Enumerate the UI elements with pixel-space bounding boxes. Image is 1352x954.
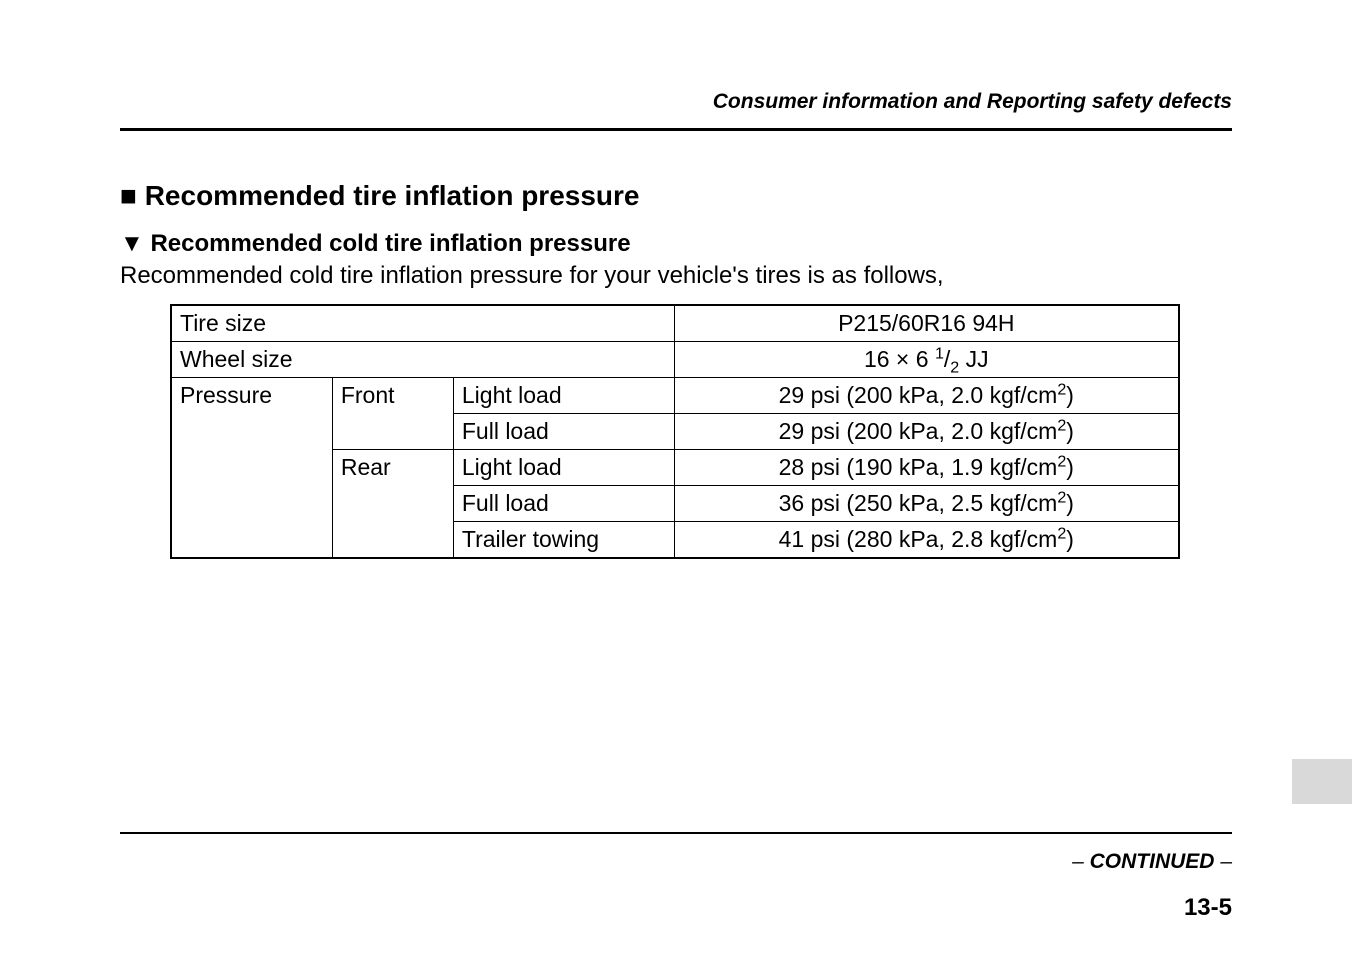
cell-front-full-value: 29 psi (200 kPa, 2.0 kgf/cm2)	[674, 414, 1179, 450]
running-header: Consumer information and Reporting safet…	[713, 90, 1232, 114]
side-tab	[1292, 759, 1352, 804]
footer-rule	[120, 832, 1232, 834]
cell-rear-light-value: 28 psi (190 kPa, 1.9 kgf/cm2)	[674, 450, 1179, 486]
h1-marker: ■	[120, 180, 137, 211]
page-number: 13-5	[1184, 894, 1232, 922]
val-pre: 29 psi (200 kPa, 2.0 kgf/cm	[779, 418, 1058, 444]
cell-tire-size-value: P215/60R16 94H	[674, 305, 1179, 342]
val-pre: 28 psi (190 kPa, 1.9 kgf/cm	[779, 454, 1058, 480]
page: Consumer information and Reporting safet…	[0, 0, 1352, 954]
val-pre: 41 psi (280 kPa, 2.8 kgf/cm	[779, 526, 1058, 552]
wheel-size-den: 2	[950, 359, 959, 377]
val-sup: 2	[1057, 489, 1066, 507]
val-sup: 2	[1057, 525, 1066, 543]
h2-text: Recommended cold tire inflation pressure	[150, 230, 630, 257]
intro-text: Recommended cold tire inflation pressure…	[120, 262, 1232, 290]
cell-rear-label: Rear	[332, 450, 453, 559]
val-sup: 2	[1057, 416, 1066, 434]
continued-word: CONTINUED	[1090, 850, 1215, 873]
cell-front-light-load: Light load	[453, 378, 674, 414]
cell-wheel-size-value: 16 × 6 1/2 JJ	[674, 342, 1179, 378]
val-sup: 2	[1057, 380, 1066, 398]
pressure-table: Tire size P215/60R16 94H Wheel size 16 ×…	[170, 304, 1180, 559]
cell-wheel-size-label: Wheel size	[171, 342, 674, 378]
continued-dash2: –	[1214, 850, 1232, 873]
h1-text: Recommended tire inflation pressure	[145, 180, 640, 211]
content-area: ■ Recommended tire inflation pressure ▼ …	[120, 180, 1232, 559]
continued-dash: –	[1072, 850, 1090, 873]
wheel-size-suffix: JJ	[959, 346, 988, 372]
val-post: )	[1066, 382, 1074, 408]
cell-front-label: Front	[332, 378, 453, 450]
subsection-heading: ▼ Recommended cold tire inflation pressu…	[120, 230, 1232, 258]
row-tire-size: Tire size P215/60R16 94H	[171, 305, 1179, 342]
cell-front-light-value: 29 psi (200 kPa, 2.0 kgf/cm2)	[674, 378, 1179, 414]
continued-marker: – CONTINUED –	[1072, 850, 1232, 874]
cell-rear-light-load: Light load	[453, 450, 674, 486]
val-pre: 36 psi (250 kPa, 2.5 kgf/cm	[779, 490, 1058, 516]
cell-rear-trailer-load: Trailer towing	[453, 522, 674, 559]
cell-rear-full-load: Full load	[453, 486, 674, 522]
wheel-size-prefix: 16 × 6	[864, 346, 935, 372]
wheel-size-num: 1	[935, 344, 944, 362]
cell-front-full-load: Full load	[453, 414, 674, 450]
val-post: )	[1066, 454, 1074, 480]
val-post: )	[1066, 490, 1074, 516]
header-rule	[120, 128, 1232, 131]
cell-pressure-label: Pressure	[171, 378, 332, 559]
h2-marker: ▼	[120, 230, 144, 257]
val-sup: 2	[1057, 453, 1066, 471]
cell-rear-trailer-value: 41 psi (280 kPa, 2.8 kgf/cm2)	[674, 522, 1179, 559]
row-wheel-size: Wheel size 16 × 6 1/2 JJ	[171, 342, 1179, 378]
val-post: )	[1066, 418, 1074, 444]
val-pre: 29 psi (200 kPa, 2.0 kgf/cm	[779, 382, 1058, 408]
cell-tire-size-label: Tire size	[171, 305, 674, 342]
val-post: )	[1066, 526, 1074, 552]
section-heading: ■ Recommended tire inflation pressure	[120, 180, 1232, 212]
row-front-light: Pressure Front Light load 29 psi (200 kP…	[171, 378, 1179, 414]
cell-rear-full-value: 36 psi (250 kPa, 2.5 kgf/cm2)	[674, 486, 1179, 522]
